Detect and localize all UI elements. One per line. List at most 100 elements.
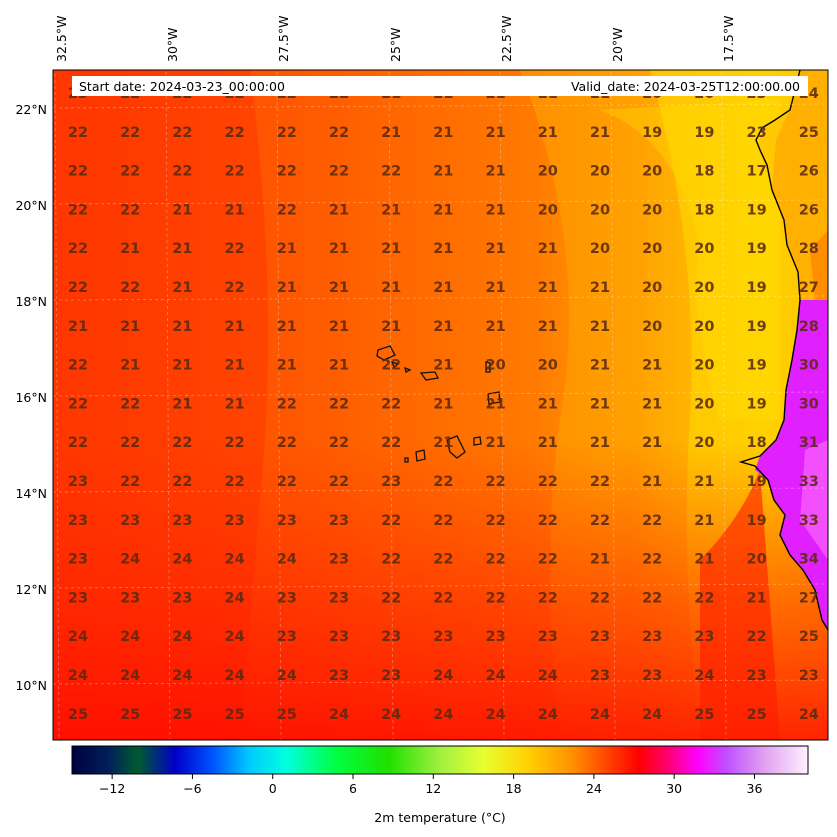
grid-cell-value: 21 xyxy=(538,435,558,451)
grid-cell-value: 21 xyxy=(277,319,297,335)
grid-cell-value: 23 xyxy=(277,629,297,645)
colorbar-tick-label: 24 xyxy=(586,781,602,796)
grid-cell-value: 22 xyxy=(277,396,297,412)
longitude-label: 32.5°W xyxy=(54,16,69,62)
grid-cell-value: 23 xyxy=(381,668,401,684)
grid-cell-value: 24 xyxy=(225,590,245,606)
grid-cell-value: 23 xyxy=(381,629,401,645)
grid-cell-value: 22 xyxy=(225,164,245,180)
grid-cell-value: 21 xyxy=(225,319,245,335)
start-date-label: Start date: 2024-03-23_00:00:00 xyxy=(79,79,285,94)
grid-cell-value: 22 xyxy=(538,552,558,568)
grid-cell-value: 22 xyxy=(642,552,662,568)
grid-cell-value: 21 xyxy=(433,241,453,257)
grid-cell-value: 22 xyxy=(381,164,401,180)
grid-cell-value: 20 xyxy=(590,241,610,257)
grid-cell-value: 24 xyxy=(486,707,506,723)
grid-cell-value: 21 xyxy=(694,552,714,568)
colorbar-tick-label: 12 xyxy=(425,781,441,796)
grid-cell-value: 23 xyxy=(329,513,349,529)
grid-cell-value: 21 xyxy=(172,396,192,412)
grid-cell-value: 20 xyxy=(694,396,714,412)
grid-cell-value: 22 xyxy=(225,280,245,296)
grid-cell-value: 22 xyxy=(172,164,192,180)
grid-cell-value: 22 xyxy=(747,629,767,645)
grid-cell-value: 21 xyxy=(486,202,506,218)
grid-cell-value: 23 xyxy=(329,590,349,606)
grid-cell-value: 21 xyxy=(486,435,506,451)
grid-cell-value: 24 xyxy=(799,707,819,723)
grid-cell-value: 22 xyxy=(329,164,349,180)
grid-cell-value: 20 xyxy=(747,552,767,568)
grid-cell-value: 34 xyxy=(799,552,819,568)
grid-cell-value: 21 xyxy=(642,435,662,451)
temperature-field xyxy=(53,70,828,740)
grid-cell-value: 22 xyxy=(433,513,453,529)
grid-cell-value: 22 xyxy=(277,474,297,490)
grid-cell-value: 22 xyxy=(590,590,610,606)
grid-cell-value: 22 xyxy=(486,513,506,529)
grid-cell-value: 22 xyxy=(590,474,610,490)
grid-cell-value: 23 xyxy=(120,590,140,606)
grid-cell-value: 24 xyxy=(538,668,558,684)
grid-cell-value: 22 xyxy=(381,590,401,606)
grid-cell-value: 21 xyxy=(277,241,297,257)
grid-cell-value: 19 xyxy=(747,241,767,257)
grid-cell-value: 22 xyxy=(172,474,192,490)
grid-cell-value: 22 xyxy=(642,513,662,529)
longitude-label: 22.5°W xyxy=(499,16,514,62)
grid-cell-value: 18 xyxy=(747,435,767,451)
colorbar-tick-label: 30 xyxy=(666,781,682,796)
grid-cell-value: 21 xyxy=(590,319,610,335)
grid-cell-value: 23 xyxy=(747,668,767,684)
grid-cell-value: 21 xyxy=(433,319,453,335)
grid-cell-value: 21 xyxy=(433,396,453,412)
grid-cell-value: 20 xyxy=(590,164,610,180)
latitude-label: 16°N xyxy=(15,390,47,405)
colorbar-tick-label: 18 xyxy=(506,781,522,796)
longitude-label: 17.5°W xyxy=(721,16,736,62)
grid-cell-value: 21 xyxy=(590,125,610,141)
grid-cell-value: 22 xyxy=(329,474,349,490)
grid-cell-value: 23 xyxy=(277,513,297,529)
grid-cell-value: 23 xyxy=(538,629,558,645)
grid-cell-value: 22 xyxy=(381,552,401,568)
grid-cell-value: 23 xyxy=(433,629,453,645)
grid-cell-value: 25 xyxy=(747,707,767,723)
latitude-labels: 22°N 20°N 18°N 16°N 14°N 12°N 10°N xyxy=(15,102,47,693)
grid-cell-value: 21 xyxy=(381,319,401,335)
grid-cell-value: 23 xyxy=(486,629,506,645)
grid-cell-value: 22 xyxy=(172,125,192,141)
grid-cell-value: 24 xyxy=(277,668,297,684)
grid-cell-value: 20 xyxy=(694,319,714,335)
grid-cell-value: 21 xyxy=(590,396,610,412)
grid-cell-value: 20 xyxy=(694,358,714,374)
colorbar-title: 2m temperature (°C) xyxy=(374,810,505,825)
grid-cell-value: 25 xyxy=(277,707,297,723)
grid-cell-value: 22 xyxy=(590,513,610,529)
grid-cell-value: 19 xyxy=(747,513,767,529)
grid-cell-value: 21 xyxy=(538,280,558,296)
grid-cell-value: 30 xyxy=(799,358,819,374)
grid-cell-value: 20 xyxy=(642,164,662,180)
grid-cell-value: 19 xyxy=(747,280,767,296)
colorbar-tick-label: 6 xyxy=(349,781,357,796)
grid-cell-value: 23 xyxy=(642,668,662,684)
grid-cell-value: 22 xyxy=(538,513,558,529)
grid-cell-value: 22 xyxy=(120,125,140,141)
grid-cell-value: 21 xyxy=(433,202,453,218)
grid-cell-value: 30 xyxy=(799,396,819,412)
grid-cell-value: 21 xyxy=(172,358,192,374)
grid-cell-value: 22 xyxy=(225,435,245,451)
grid-cell-value: 24 xyxy=(433,707,453,723)
grid-cell-value: 20 xyxy=(538,202,558,218)
grid-cell-value: 22 xyxy=(225,125,245,141)
grid-cell-value: 21 xyxy=(486,241,506,257)
grid-cell-value: 22 xyxy=(277,435,297,451)
grid-cell-value: 19 xyxy=(694,125,714,141)
latitude-label: 12°N xyxy=(15,582,47,597)
grid-cell-value: 24 xyxy=(120,629,140,645)
grid-cell-value: 23 xyxy=(694,629,714,645)
grid-cell-value: 21 xyxy=(120,358,140,374)
